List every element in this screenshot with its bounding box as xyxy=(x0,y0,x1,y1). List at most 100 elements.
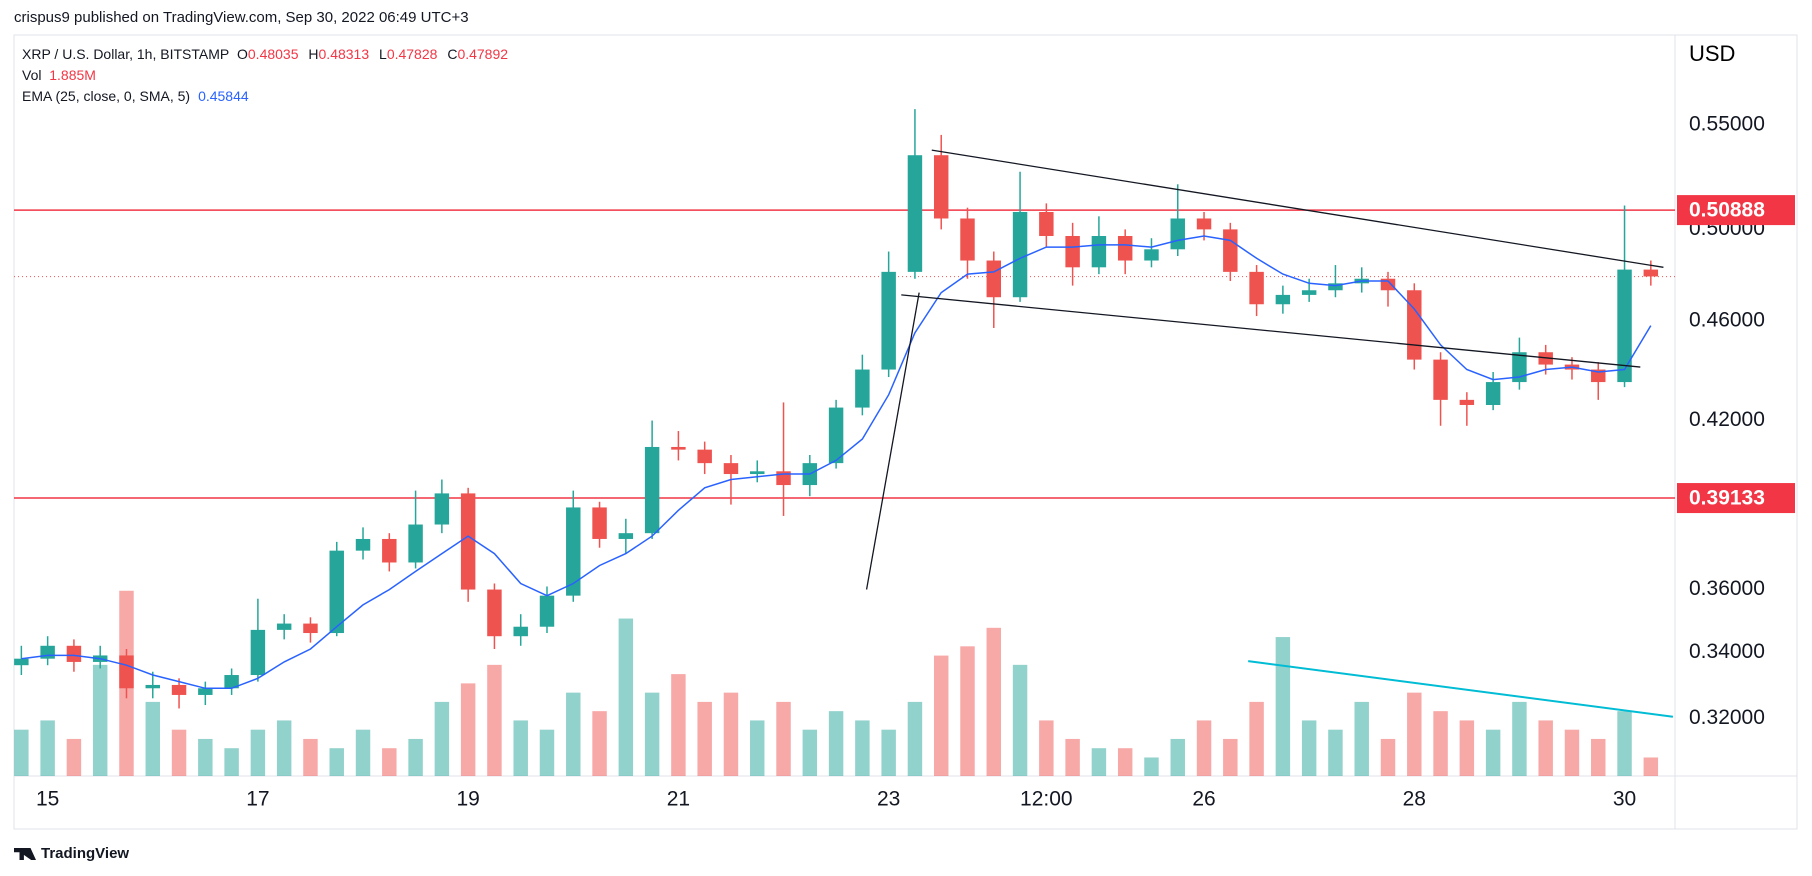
volume-bar xyxy=(1091,748,1107,776)
candle-body xyxy=(460,493,476,590)
candle-body xyxy=(1117,235,1133,261)
volume-bar xyxy=(671,674,686,776)
x-tick-label: 23 xyxy=(877,788,900,811)
candle-body xyxy=(276,623,292,630)
legend-row: EMA (25, close, 0, SMA, 5) 0.45844 xyxy=(22,86,514,107)
candle-body xyxy=(960,218,975,261)
legend-row: Vol 1.885M xyxy=(22,65,514,86)
volume-bar xyxy=(1433,711,1448,776)
volume-bar xyxy=(855,720,870,776)
volume-bar xyxy=(1012,664,1028,776)
volume-bar xyxy=(802,729,818,776)
volume-bar xyxy=(644,692,660,776)
volume-bar xyxy=(828,711,844,776)
candle-body xyxy=(119,655,134,689)
ema-value: 0.45844 xyxy=(198,88,249,104)
candle-body xyxy=(1617,269,1632,383)
volume-bar xyxy=(66,738,82,776)
volume-bar xyxy=(1407,692,1422,776)
volume-bar xyxy=(960,646,975,776)
candle-body xyxy=(355,538,371,551)
legend-row: XRP / U.S. Dollar, 1h, BITSTAMP O0.48035… xyxy=(22,44,514,65)
candle-body xyxy=(618,533,634,539)
candle-body xyxy=(487,589,502,637)
candle-body xyxy=(1328,283,1343,291)
y-tick-label: 0.46000 xyxy=(1689,308,1765,331)
candle-body xyxy=(1039,211,1054,236)
volume-bar xyxy=(1459,720,1475,776)
ohlc-value: 0.47892 xyxy=(457,46,509,62)
candle-body xyxy=(1433,359,1448,400)
volume-bar xyxy=(1301,720,1317,776)
candle-body xyxy=(986,260,1002,298)
volume-bar xyxy=(1380,738,1396,776)
volume-bar xyxy=(1538,720,1553,776)
volume-bar xyxy=(986,627,1002,776)
volume-bar xyxy=(1643,757,1659,776)
volume-bar xyxy=(513,720,528,776)
volume-bar xyxy=(1039,720,1054,776)
candle-body xyxy=(1512,352,1527,383)
volume-bar xyxy=(460,683,476,776)
x-tick-label: 21 xyxy=(667,788,690,811)
volume-key: Vol xyxy=(22,67,42,83)
candle-body xyxy=(145,684,160,689)
candle-body xyxy=(198,688,213,695)
candle-body xyxy=(171,684,187,695)
volume-bar xyxy=(14,729,29,776)
volume-bar xyxy=(224,748,239,776)
ohlc-value: 0.48035 xyxy=(247,46,299,62)
volume-bar xyxy=(276,720,292,776)
volume-bar xyxy=(539,729,555,776)
ema-key: EMA (25, close, 0, SMA, 5) xyxy=(22,88,191,104)
volume-bar xyxy=(618,618,634,776)
candle-body xyxy=(539,595,555,627)
volume-bar xyxy=(355,729,371,776)
candle-body xyxy=(723,463,739,475)
volume-bar xyxy=(487,664,502,776)
series-label: XRP / U.S. Dollar, 1h, BITSTAMP xyxy=(22,46,230,62)
candle-body xyxy=(250,629,266,676)
currency-label: USD xyxy=(1689,41,1735,66)
volume-bar xyxy=(1354,701,1369,776)
candle-body xyxy=(1144,249,1159,261)
candle-body xyxy=(303,623,318,634)
footer-brand: TradingView xyxy=(14,845,129,862)
volume-bar xyxy=(1485,729,1501,776)
volume-bar xyxy=(1170,738,1185,776)
candle-body xyxy=(513,626,528,637)
volume-bar xyxy=(776,701,791,776)
volume-bar xyxy=(145,701,160,776)
x-tick-label: 26 xyxy=(1192,788,1215,811)
volume-bar xyxy=(1223,738,1238,776)
candle-body xyxy=(1275,294,1291,305)
trendline xyxy=(1248,660,1674,718)
level-label-box xyxy=(1677,195,1795,226)
ohlc-key: H xyxy=(308,46,319,62)
ohlc-key: L xyxy=(379,46,387,62)
ohlc-value: 0.48313 xyxy=(318,46,370,62)
trendline xyxy=(931,149,1664,268)
volume-bar xyxy=(1144,757,1159,776)
volume-bar xyxy=(92,664,108,776)
volume-bar xyxy=(171,729,187,776)
y-tick-label: 0.36000 xyxy=(1689,577,1765,600)
volume-bar xyxy=(1512,701,1527,776)
candle-body xyxy=(933,155,949,219)
brand-text: TradingView xyxy=(41,845,130,862)
candle-body xyxy=(644,446,660,534)
volume-bar xyxy=(1249,701,1264,776)
volume-bar xyxy=(1328,729,1343,776)
level-label: 0.39133 xyxy=(1689,487,1765,510)
x-tick-label: 12:00 xyxy=(1020,788,1073,811)
volume-bar xyxy=(697,701,712,776)
candle-body xyxy=(1170,218,1185,250)
legend: XRP / U.S. Dollar, 1h, BITSTAMP O0.48035… xyxy=(22,44,514,107)
candle-body xyxy=(382,538,397,563)
candle-body xyxy=(408,524,423,563)
volume-bar xyxy=(933,655,949,776)
volume-bar xyxy=(40,720,55,776)
volume-bar xyxy=(1564,729,1580,776)
volume-bar xyxy=(408,738,423,776)
